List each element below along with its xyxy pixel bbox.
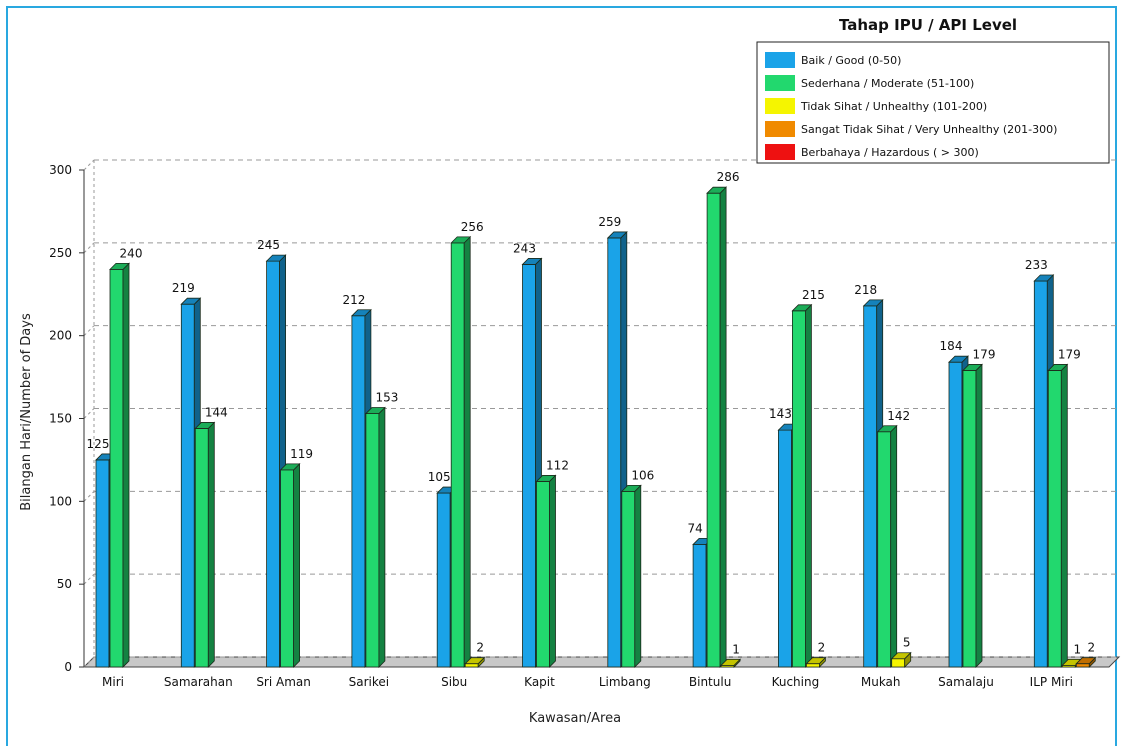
x-tick-label: Limbang bbox=[599, 675, 651, 689]
data-label: 1 bbox=[1073, 642, 1081, 656]
y-axis-title: Bilangan Hari/Number of Days bbox=[19, 313, 34, 511]
x-tick-label: Miri bbox=[102, 675, 124, 689]
bars-layer bbox=[95, 186, 1097, 668]
data-label: 218 bbox=[854, 283, 877, 297]
data-label: 2 bbox=[818, 641, 826, 655]
x-tick-label: Sibu bbox=[441, 675, 467, 689]
chart-frame bbox=[6, 6, 1117, 746]
x-tick-label: Kapit bbox=[524, 675, 555, 689]
y-tick-label: 150 bbox=[49, 412, 72, 426]
legend-label: Berbahaya / Hazardous ( > 300) bbox=[801, 146, 979, 159]
data-label: 142 bbox=[887, 409, 910, 423]
bar bbox=[450, 235, 472, 668]
y-tick-label: 50 bbox=[57, 577, 72, 591]
bar bbox=[720, 658, 742, 668]
legend-label: Sangat Tidak Sihat / Very Unhealthy (201… bbox=[801, 123, 1057, 136]
bar bbox=[805, 656, 827, 668]
y-tick-label: 0 bbox=[64, 660, 72, 674]
data-label: 245 bbox=[257, 238, 280, 252]
legend-swatch bbox=[765, 144, 795, 160]
chart-floor bbox=[82, 656, 1121, 668]
gridline-side bbox=[83, 573, 95, 585]
legend: Baik / Good (0-50) Sederhana / Moderate (… bbox=[756, 41, 1110, 164]
legend-swatch bbox=[765, 52, 795, 68]
data-label: 153 bbox=[375, 391, 398, 405]
x-tick-label: Samalaju bbox=[938, 675, 994, 689]
data-label: 212 bbox=[342, 293, 365, 307]
x-tick-label: Bintulu bbox=[689, 675, 731, 689]
x-tick-label: Sri Aman bbox=[256, 675, 311, 689]
data-label: 215 bbox=[802, 288, 825, 302]
data-label: 256 bbox=[461, 220, 484, 234]
grid-layer bbox=[79, 159, 1121, 668]
bar bbox=[464, 656, 486, 668]
legend-box bbox=[756, 41, 1110, 164]
data-label: 2 bbox=[476, 641, 484, 655]
x-tick-label: ILP Miri bbox=[1030, 675, 1073, 689]
data-label: 184 bbox=[940, 339, 963, 353]
legend-swatch bbox=[765, 98, 795, 114]
data-label: 1 bbox=[732, 642, 740, 656]
bar bbox=[194, 421, 216, 668]
gridline-side bbox=[83, 325, 95, 337]
bar bbox=[1047, 363, 1069, 668]
legend-label: Baik / Good (0-50) bbox=[801, 54, 901, 67]
data-label: 119 bbox=[290, 447, 313, 461]
data-label: 2 bbox=[1087, 641, 1095, 655]
y-tick-label: 250 bbox=[49, 246, 72, 260]
data-label: 144 bbox=[205, 405, 228, 419]
x-tick-label: Kuching bbox=[772, 675, 820, 689]
x-tick-label: Samarahan bbox=[164, 675, 233, 689]
data-label: 179 bbox=[973, 347, 996, 361]
data-label: 240 bbox=[120, 246, 143, 260]
legend-title: Tahap IPU / API Level bbox=[839, 16, 1017, 34]
y-tick-label: 100 bbox=[49, 494, 72, 508]
data-label: 74 bbox=[687, 521, 702, 535]
bar bbox=[535, 474, 557, 668]
data-label: 286 bbox=[717, 170, 740, 184]
x-tick-label: Sarikei bbox=[349, 675, 389, 689]
labels-layer: 050100150200250300Miri125240Samarahan219… bbox=[49, 163, 1095, 689]
x-axis-title: Kawasan/Area bbox=[529, 711, 621, 726]
bar bbox=[279, 462, 301, 668]
legend-label: Sederhana / Moderate (51-100) bbox=[801, 77, 974, 90]
data-label: 125 bbox=[87, 437, 110, 451]
bar bbox=[791, 303, 813, 668]
data-label: 143 bbox=[769, 407, 792, 421]
bar bbox=[1075, 656, 1097, 668]
gridline-side bbox=[83, 159, 95, 171]
data-label: 105 bbox=[428, 470, 451, 484]
bar bbox=[620, 484, 642, 668]
gridline-side bbox=[83, 490, 95, 502]
bar bbox=[876, 424, 898, 668]
bar bbox=[890, 651, 912, 668]
data-label: 219 bbox=[172, 281, 195, 295]
bar bbox=[706, 186, 728, 668]
y-tick-label: 200 bbox=[49, 329, 72, 343]
gridline-side bbox=[83, 242, 95, 254]
data-label: 106 bbox=[631, 468, 654, 482]
data-label: 243 bbox=[513, 241, 536, 255]
bar bbox=[962, 363, 983, 668]
data-label: 112 bbox=[546, 458, 569, 472]
x-tick-label: Mukah bbox=[861, 675, 901, 689]
y-tick-label: 300 bbox=[49, 163, 72, 177]
legend-label: Tidak Sihat / Unhealthy (101-200) bbox=[800, 100, 987, 113]
data-label: 259 bbox=[598, 215, 621, 229]
gridline-side bbox=[83, 656, 95, 668]
bar bbox=[364, 406, 386, 668]
gridline-side bbox=[83, 408, 95, 419]
legend-swatch bbox=[765, 121, 795, 137]
bar bbox=[109, 262, 130, 668]
data-label: 5 bbox=[903, 636, 911, 650]
data-label: 179 bbox=[1058, 347, 1081, 361]
legend-swatch bbox=[765, 75, 795, 91]
data-label: 233 bbox=[1025, 258, 1048, 272]
